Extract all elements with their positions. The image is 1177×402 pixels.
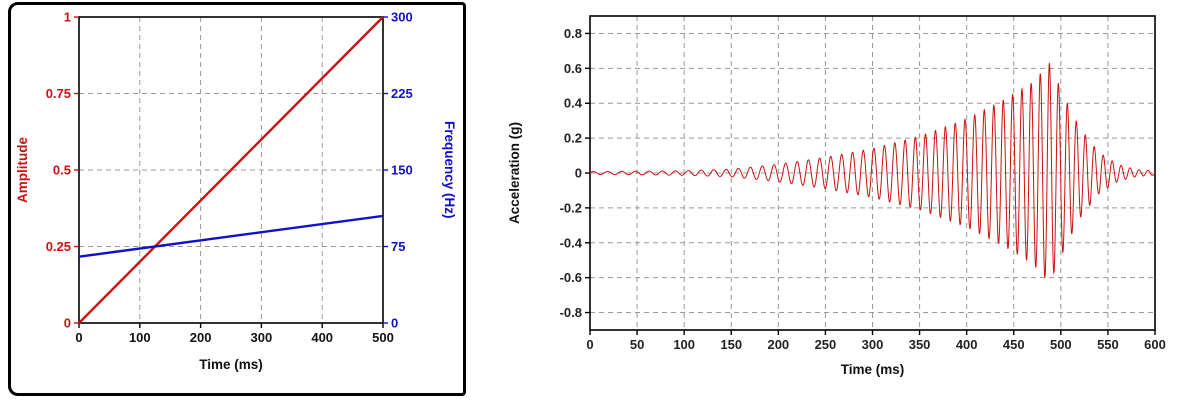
right-y-tick-label: 75: [391, 239, 405, 254]
right-y-tick-label: 0: [391, 316, 398, 331]
x-tick-label: 200: [190, 330, 212, 345]
x-tick-label: 150: [720, 337, 742, 352]
frequency-line: [78, 214, 384, 258]
x-tick-label: 100: [673, 337, 695, 352]
x-tick-label: 350: [909, 337, 931, 352]
x-tick-label: 500: [372, 330, 394, 345]
x-tick-label: 0: [586, 337, 593, 352]
x-tick-label: 600: [1144, 337, 1166, 352]
x-tick-label: 400: [311, 330, 333, 345]
x-tick-label: 100: [129, 330, 151, 345]
y-tick-label: 0: [575, 166, 582, 181]
amplitude-line: [78, 16, 384, 324]
y-tick-label: 0.6: [564, 61, 582, 76]
grid-lines: [590, 16, 1155, 330]
y-tick-label: -0.8: [560, 305, 582, 320]
tick-labels: 0 100 200 300 400 50000.250.50.75107515022530…: [46, 10, 413, 346]
y-tick-label: -0.4: [560, 235, 583, 250]
y-tick-label: 0.2: [564, 131, 582, 146]
tick-labels: 0 50 100 150 200 250 300 350 400 450 500 550 600 -0.8…: [560, 26, 1166, 352]
right-y-tick-label: 300: [391, 10, 413, 25]
x-tick-label: 50: [630, 337, 644, 352]
x-tick-label: 450: [1003, 337, 1025, 352]
y-tick-label: -0.6: [560, 270, 582, 285]
amplitude-frequency-chart: 0 100 200 300 400 50000.250.50.75107515022530…: [46, 10, 413, 346]
x-tick-label: 300: [251, 330, 273, 345]
acceleration-waveform-line: [589, 62, 1156, 278]
acceleration-chart: 0 50 100 150 200 250 300 350 400 450 500 550 600 -0.8…: [560, 15, 1166, 352]
grid-lines: [79, 17, 383, 323]
x-tick-label: 300: [862, 337, 884, 352]
x-tick-label: 200: [767, 337, 789, 352]
y-tick-label: -0.2: [560, 200, 582, 215]
y-tick-label: 0.4: [564, 96, 583, 111]
acceleration-chart-panel: 0 50 100 150 200 250 300 350 400 450 500 550 600 -0.8…: [495, 0, 1177, 402]
left-y-tick-label: 0: [64, 316, 71, 331]
x-tick-label: 250: [815, 337, 837, 352]
chirp-definition-chart-panel: 0 100 200 300 400 500 0 0.25 0.5 0.75 1 0 75 150 225 30…: [8, 2, 466, 396]
left-y-tick-label: 0.25: [46, 239, 71, 254]
right-y-tick-label: 150: [391, 163, 413, 178]
x-tick-label: 550: [1097, 337, 1119, 352]
x-tick-label: 400: [956, 337, 978, 352]
x-tick-label: 500: [1050, 337, 1072, 352]
y-tick-label: 0.8: [564, 26, 582, 41]
left-y-tick-label: 0.75: [46, 86, 71, 101]
left-y-tick-label: 1: [64, 10, 71, 25]
right-y-tick-label: 225: [391, 86, 413, 101]
left-y-tick-label: 0.5: [53, 163, 71, 178]
x-tick-label: 0: [75, 330, 82, 345]
